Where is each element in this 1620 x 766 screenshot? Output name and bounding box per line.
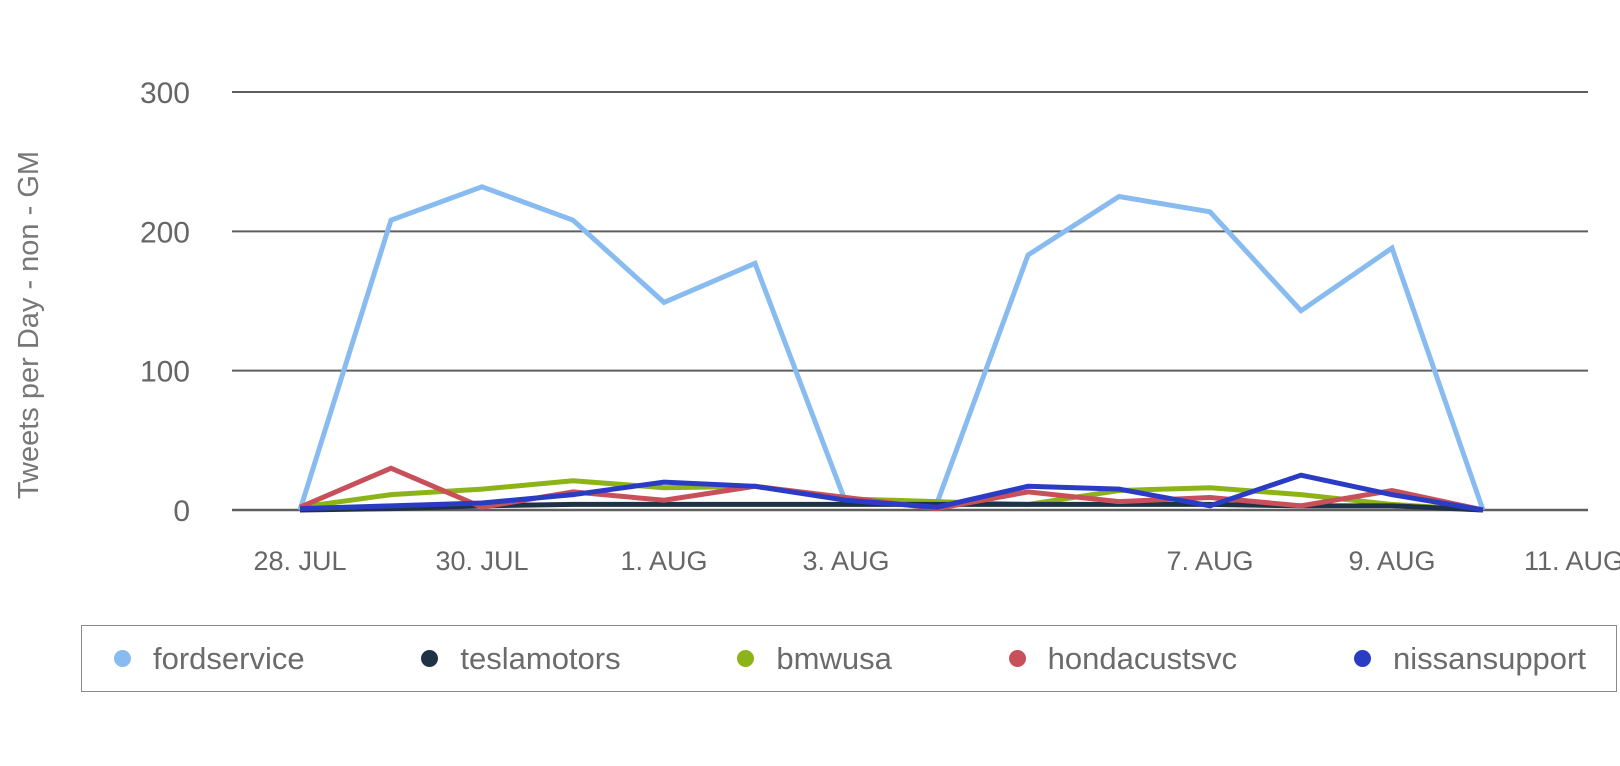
series-line-nissansupport[interactable]	[299, 472, 1484, 513]
x-tick-label: 1. AUG	[620, 546, 707, 576]
grid-lines	[232, 91, 1588, 512]
x-tick-label: 3. AUG	[802, 546, 889, 576]
y-axis-title: Tweets per Day - non - GM	[13, 151, 45, 499]
legend-label: teslamotors	[460, 640, 621, 676]
legend-item-nissansupport[interactable]: nissansupport	[1353, 640, 1586, 677]
series-line-bmwusa[interactable]	[299, 478, 1484, 513]
legend-marker-icon	[1353, 650, 1371, 667]
x-tick-label: 9. AUG	[1348, 546, 1435, 576]
legend-label: fordservice	[153, 640, 305, 676]
y-tick-label: 200	[140, 216, 190, 249]
y-axis-ticks: 0 100 200 300	[140, 77, 190, 528]
legend: fordservice teslamotors bmwusa hondacust…	[81, 625, 1617, 692]
y-tick-label: 100	[140, 356, 190, 389]
series-line-fordservice[interactable]	[297, 184, 1486, 511]
legend-item-hondacustsvc[interactable]: hondacustsvc	[1008, 640, 1238, 677]
legend-marker-icon	[737, 650, 755, 667]
x-tick-label: 11. AUG	[1524, 546, 1620, 576]
legend-marker-icon	[1008, 650, 1026, 667]
x-axis-ticks: 28. JUL 30. JUL 1. AUG 3. AUG 7. AUG 9. AUG 11…	[253, 546, 1620, 576]
y-tick-label: 300	[140, 77, 190, 110]
legend-label: nissansupport	[1392, 640, 1586, 676]
x-tick-label: 28. JUL	[253, 546, 346, 576]
y-tick-label: 0	[173, 495, 190, 528]
x-tick-label: 7. AUG	[1166, 546, 1253, 576]
legend-item-teslamotors[interactable]: teslamotors	[421, 640, 621, 677]
legend-marker-icon	[114, 650, 131, 667]
series-lines	[297, 184, 1486, 513]
legend-label: hondacustsvc	[1047, 640, 1238, 676]
x-tick-label: 30. JUL	[435, 546, 528, 576]
legend-label: bmwusa	[776, 640, 892, 676]
legend-item-bmwusa[interactable]: bmwusa	[737, 640, 892, 677]
legend-marker-icon	[421, 650, 439, 667]
legend-item-fordservice[interactable]: fordservice	[114, 641, 305, 677]
